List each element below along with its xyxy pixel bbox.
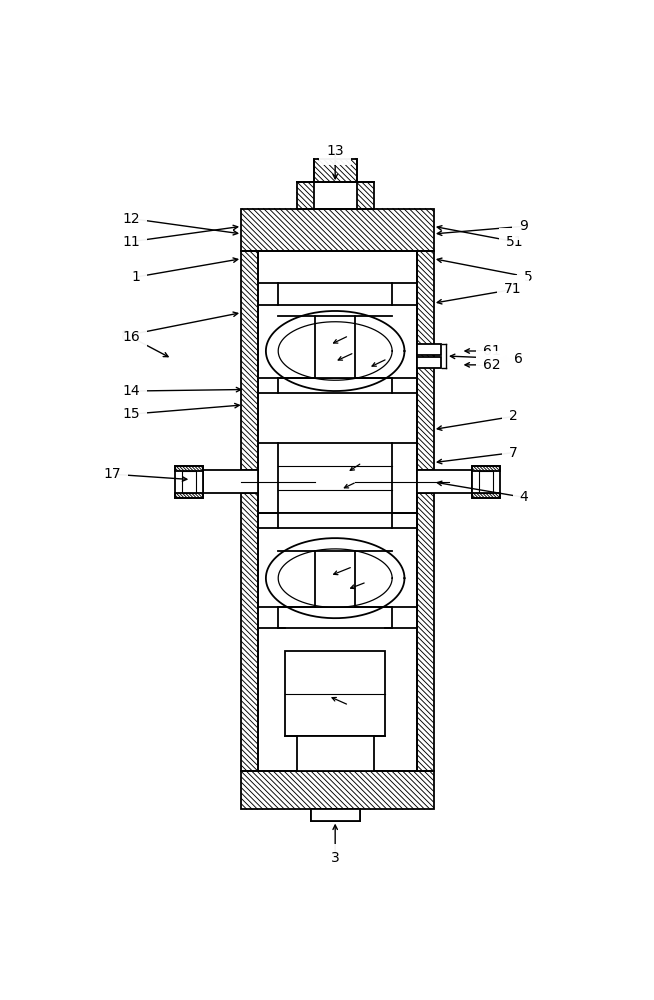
Bar	[472, 466, 500, 498]
Text: 4: 4	[519, 490, 528, 504]
Bar	[417, 470, 434, 493]
Text: 5: 5	[524, 270, 533, 284]
Bar	[314, 158, 356, 182]
Bar	[417, 470, 472, 493]
Text: 7: 7	[509, 446, 517, 460]
Bar	[278, 283, 392, 305]
Bar	[175, 466, 203, 471]
Bar	[175, 466, 203, 498]
Bar	[472, 466, 500, 471]
Bar	[472, 493, 500, 498]
Bar	[285, 651, 385, 736]
Text: 71: 71	[504, 282, 522, 296]
Bar	[311, 809, 360, 821]
Bar	[297, 736, 373, 771]
Bar	[278, 378, 392, 393]
Text: 61: 61	[483, 344, 500, 358]
Bar	[417, 251, 434, 771]
Bar	[241, 209, 434, 251]
Text: 17: 17	[104, 467, 122, 481]
Text: 51: 51	[506, 235, 523, 249]
Text: 11: 11	[122, 235, 140, 249]
Text: 14: 14	[122, 384, 140, 398]
Bar	[182, 471, 196, 493]
Bar	[297, 182, 373, 209]
Text: 3: 3	[331, 851, 339, 865]
Bar	[417, 357, 441, 368]
Text: 62: 62	[483, 358, 500, 372]
Bar	[175, 493, 203, 498]
Bar	[241, 251, 258, 771]
Bar	[203, 470, 258, 493]
Text: 12: 12	[122, 212, 140, 226]
Bar	[297, 182, 373, 209]
Bar	[315, 316, 355, 378]
Bar	[258, 251, 417, 771]
Text: 13: 13	[326, 144, 344, 158]
Text: 2: 2	[509, 409, 517, 423]
Bar	[472, 466, 500, 471]
Text: 15: 15	[122, 407, 140, 421]
Bar	[314, 158, 356, 182]
Bar	[241, 771, 434, 809]
Bar	[241, 470, 258, 493]
Text: 8: 8	[121, 329, 130, 343]
Bar	[479, 471, 493, 493]
Text: 9: 9	[519, 219, 528, 233]
Bar	[241, 209, 434, 251]
Bar	[175, 466, 203, 471]
Bar	[417, 251, 434, 771]
Text: 6: 6	[514, 352, 523, 366]
Bar	[311, 809, 360, 821]
Bar	[315, 551, 355, 607]
Bar	[278, 513, 392, 528]
Text: 6: 6	[514, 352, 523, 366]
Bar	[175, 493, 203, 498]
Bar	[241, 470, 258, 493]
Bar	[417, 470, 434, 493]
Text: 16: 16	[122, 330, 140, 344]
Text: 1: 1	[131, 270, 140, 284]
Bar	[278, 607, 392, 628]
Bar	[241, 771, 434, 809]
Bar	[314, 182, 356, 209]
Bar	[241, 251, 258, 771]
Bar	[472, 493, 500, 498]
Bar	[417, 344, 441, 355]
Bar	[278, 443, 392, 513]
